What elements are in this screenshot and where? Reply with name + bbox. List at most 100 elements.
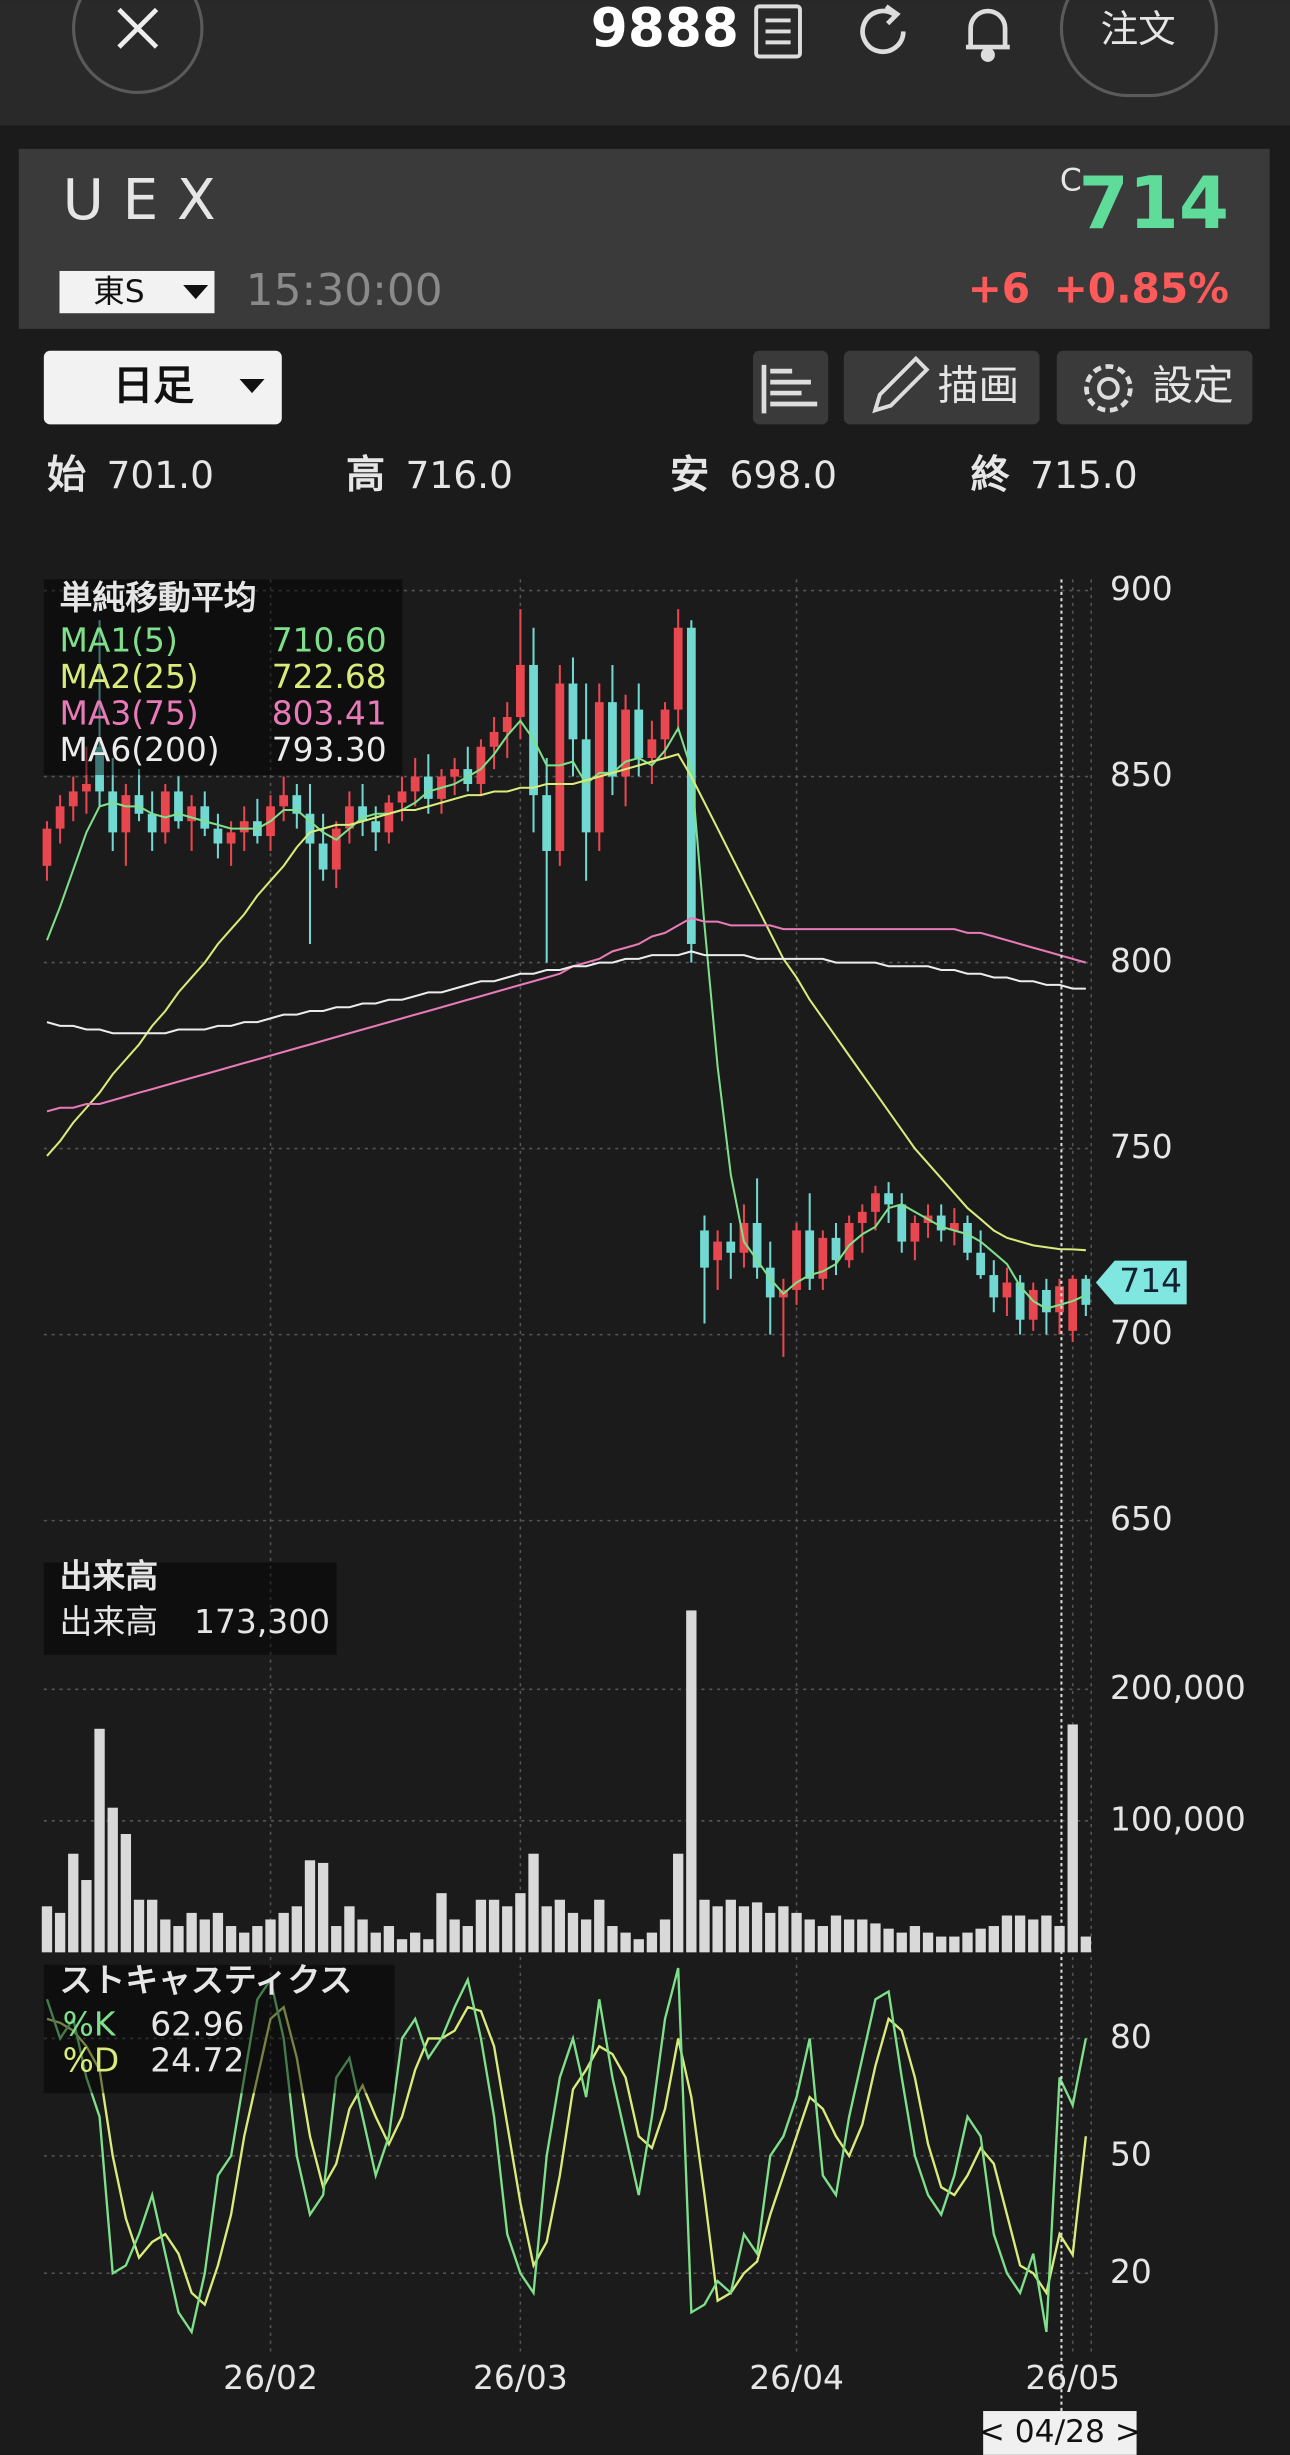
volume-bar xyxy=(502,1906,513,1953)
chart-type-button[interactable] xyxy=(753,350,829,425)
volume-bar xyxy=(239,1932,250,1953)
volume-bar xyxy=(1014,1915,1026,1953)
candle-body xyxy=(160,791,170,833)
volume-bar xyxy=(515,1893,526,1953)
y-tick-label: 100,000 xyxy=(1110,1799,1246,1838)
price-flag: C xyxy=(1060,163,1082,199)
candle-body xyxy=(397,791,407,803)
volume-bar xyxy=(949,1936,960,1953)
candle-body xyxy=(1042,1289,1051,1313)
legend-name: 出来高 xyxy=(59,1602,158,1641)
volume-bar xyxy=(659,1919,671,1953)
volume-bar xyxy=(817,1926,829,1953)
volume-bar xyxy=(975,1928,986,1953)
period-label: 日足 xyxy=(113,361,195,409)
legend-name: MA3(75) xyxy=(59,693,198,732)
draw-button[interactable]: 描画 xyxy=(843,350,1040,425)
volume-bar xyxy=(804,1919,815,1953)
candle-body xyxy=(884,1193,893,1205)
current-price: 714 xyxy=(1079,161,1229,245)
volume-bar xyxy=(751,1902,763,1953)
order-label: 注文 xyxy=(1101,7,1176,51)
candle-body xyxy=(726,1241,736,1253)
volume-bar xyxy=(436,1893,447,1953)
stoch-legend-box xyxy=(43,1964,395,2094)
candle-body xyxy=(187,806,197,822)
volume-bar xyxy=(291,1906,302,1953)
legend-value: 24.72 xyxy=(150,2040,244,2079)
pane-title: ストキャスティクス xyxy=(59,1961,352,2000)
y-tick-label: 800 xyxy=(1110,941,1173,980)
volume-bar xyxy=(344,1906,355,1953)
candle-body xyxy=(647,739,657,758)
volume-bar xyxy=(357,1919,368,1953)
y-tick-label: 650 xyxy=(1110,1499,1173,1538)
legend-value: 803.41 xyxy=(272,693,387,732)
volume-bar xyxy=(278,1912,289,1953)
candle-body xyxy=(581,739,591,833)
price-marker-label: 714 xyxy=(1119,1261,1182,1300)
market-label: 東S xyxy=(93,274,144,310)
legend-name: %D xyxy=(63,2040,120,2079)
volume-bar xyxy=(370,1932,381,1953)
memo-icon[interactable] xyxy=(754,4,802,59)
candle-body xyxy=(42,828,52,866)
bell-icon[interactable] xyxy=(965,8,1010,62)
settings-button[interactable]: 設定 xyxy=(1056,350,1253,425)
candle-body xyxy=(239,821,249,833)
volume-bar xyxy=(410,1932,421,1953)
legend-name: MA6(200) xyxy=(59,730,219,769)
candle-body xyxy=(910,1222,920,1242)
market-select[interactable]: 東S xyxy=(59,270,215,314)
ohlc-label: 高 xyxy=(346,453,385,498)
legend-value: 793.30 xyxy=(272,730,387,769)
legend-name: %K xyxy=(63,2004,117,2043)
candle-body xyxy=(292,795,302,814)
y-tick-label: 700 xyxy=(1110,1313,1173,1352)
candle-body xyxy=(358,806,367,822)
volume-bar xyxy=(252,1926,263,1953)
x-tick-label: 26/03 xyxy=(473,2358,568,2397)
volume-bar xyxy=(988,1926,999,1953)
ohlc-value: 698.0 xyxy=(730,453,838,497)
candle-body xyxy=(976,1252,986,1276)
ohlc-label: 終 xyxy=(971,453,1011,498)
volume-bar xyxy=(738,1906,750,1953)
volume-bar xyxy=(870,1923,881,1953)
volume-bar xyxy=(830,1915,842,1953)
volume-bar xyxy=(843,1919,855,1953)
candle-body xyxy=(476,746,486,784)
series-line xyxy=(45,1967,1088,2335)
candle-body xyxy=(844,1222,854,1261)
stock-code: 9888 xyxy=(591,0,739,59)
candle-body xyxy=(634,709,644,758)
candle-body xyxy=(871,1193,880,1212)
y-tick-label: 80 xyxy=(1110,2017,1152,2056)
y-tick-label: 750 xyxy=(1110,1127,1173,1166)
candle-body xyxy=(897,1204,907,1242)
ohlc-value: 715.0 xyxy=(1030,453,1138,497)
settings-label: 設定 xyxy=(1152,361,1233,409)
close-button[interactable] xyxy=(72,0,204,95)
candle-body xyxy=(410,776,420,792)
candle-body xyxy=(516,664,525,718)
order-button[interactable]: 注文 xyxy=(1059,0,1218,98)
volume-bar xyxy=(765,1912,776,1953)
legend-value: 62.96 xyxy=(150,2004,244,2043)
volume-bar xyxy=(133,1899,145,1953)
candle-body xyxy=(1081,1278,1091,1305)
period-select[interactable]: 日足 xyxy=(43,350,282,425)
top-bar xyxy=(0,0,1290,126)
refresh-icon[interactable] xyxy=(860,4,906,55)
volume-bar xyxy=(396,1939,408,1953)
legend-value: 722.68 xyxy=(272,657,387,696)
volume-bar xyxy=(922,1932,934,1953)
volume-bar xyxy=(1054,1926,1065,1953)
volume-bar xyxy=(580,1919,592,1953)
volume-bar xyxy=(646,1932,658,1953)
candle-body xyxy=(949,1222,959,1231)
candle-body xyxy=(384,802,394,833)
legend-name: MA2(25) xyxy=(59,657,198,696)
pane-title: 出来高 xyxy=(59,1557,158,1596)
plots: 26/02 26/03 26/04 26/05 650 700 750 800 850 900 71… xyxy=(41,569,1246,2397)
